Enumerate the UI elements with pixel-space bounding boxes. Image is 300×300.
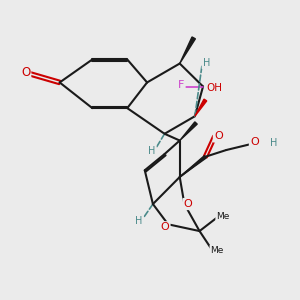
Text: O: O [161, 222, 170, 232]
Text: H: H [148, 146, 156, 156]
Text: Me: Me [210, 246, 224, 255]
Text: O: O [214, 131, 223, 142]
Text: O: O [250, 137, 259, 147]
Text: F: F [178, 80, 184, 90]
Text: H: H [270, 138, 277, 148]
Text: O: O [184, 199, 192, 209]
Text: O: O [21, 67, 30, 80]
Polygon shape [195, 99, 207, 116]
Text: Me: Me [216, 212, 230, 220]
Polygon shape [180, 156, 206, 177]
Polygon shape [180, 122, 197, 140]
Text: H: H [135, 215, 143, 226]
Text: OH: OH [207, 83, 223, 93]
Text: H: H [202, 58, 210, 68]
Polygon shape [180, 37, 195, 64]
